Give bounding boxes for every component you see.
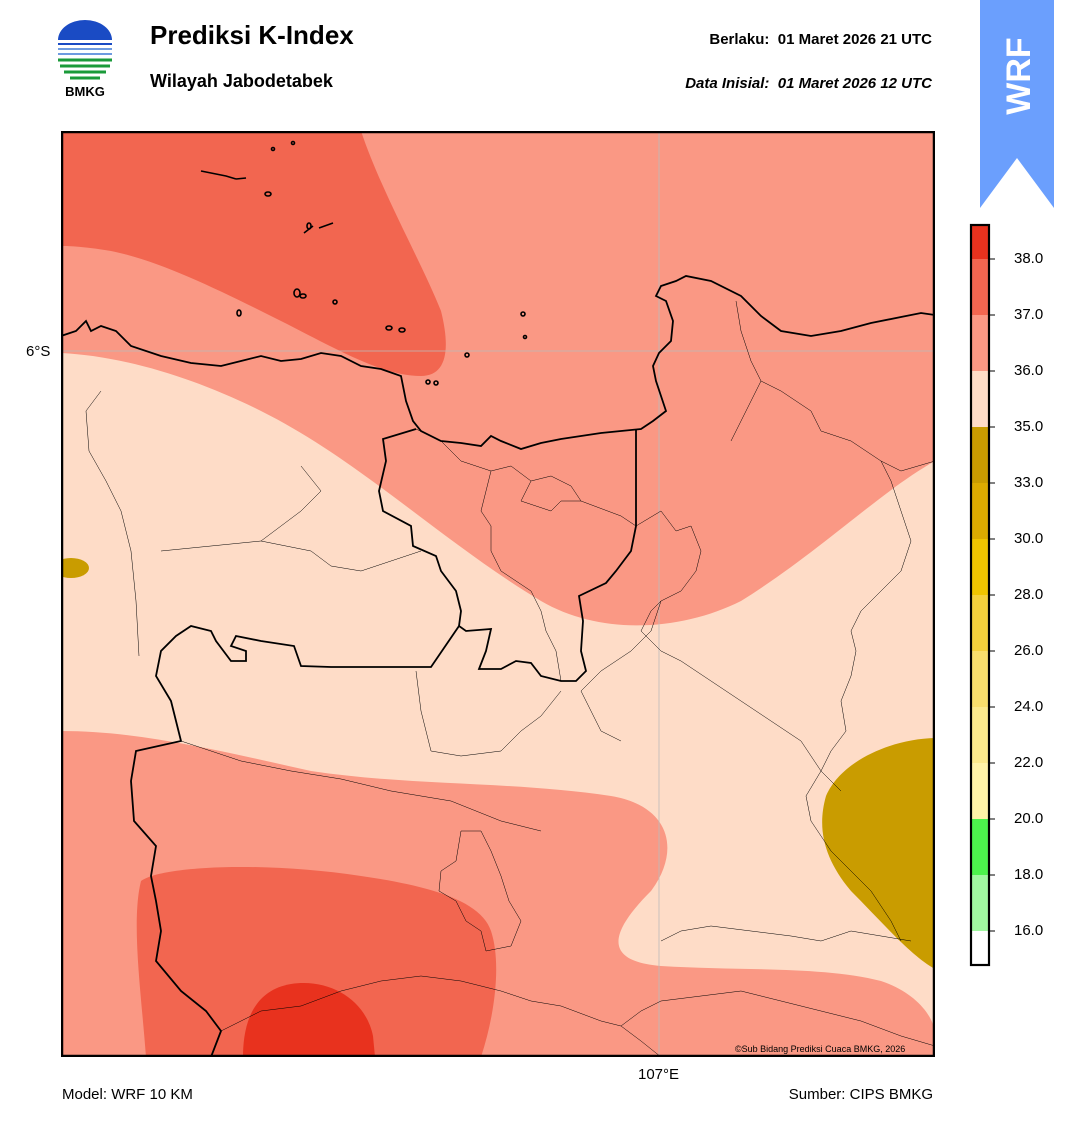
colorbar-tick-label: 24.0 (1014, 698, 1044, 715)
kindex-zone-33-35-east (822, 738, 935, 969)
colorbar-segment (971, 931, 989, 970)
thousand-islands (200, 140, 528, 386)
province-boundary-jakarta (378, 428, 637, 682)
kindex-zone-37-38-northwest (61, 131, 446, 376)
kindex-zone-33-35-west (61, 558, 89, 578)
colorbar-segment (971, 875, 989, 931)
colorbar-segment (971, 315, 989, 371)
colorbar-tick-label: 18.0 (1014, 866, 1044, 883)
wrf-ribbon-label: WRF (1000, 37, 1038, 114)
kindex-zone-36-37-small (651, 1045, 691, 1057)
initial-data-label: Data Inisial: (685, 75, 770, 92)
page-subtitle: Wilayah Jabodetabek (150, 71, 333, 91)
model-info: Model: WRF 10 KM (62, 1086, 193, 1103)
colorbar-segment (971, 259, 989, 315)
initial-data-time: Data Inisial: 01 Maret 2026 12 UTC (685, 75, 932, 92)
colorbar (969, 223, 995, 970)
coastline (61, 275, 935, 450)
longitude-label: 107°E (638, 1066, 680, 1083)
colorbar-tick-label: 22.0 (1014, 754, 1044, 771)
colorbar-segment (971, 539, 989, 595)
latitude-label: 6°S (26, 343, 51, 360)
wrf-text: WRF (1000, 37, 1038, 114)
colorbar-tick-label: 16.0 (1014, 922, 1044, 939)
colorbar-tick-label: 28.0 (1014, 586, 1044, 603)
colorbar-tick-label: 20.0 (1014, 810, 1044, 827)
valid-time-label: Berlaku: (709, 31, 770, 48)
kindex-zone-38-up (243, 983, 375, 1057)
colorbar-tick-label: 38.0 (1014, 250, 1044, 267)
colorbar-tick-label: 26.0 (1014, 642, 1044, 659)
logo-text: BMKG (65, 84, 105, 99)
colorbar-segment (971, 651, 989, 707)
colorbar-tick-label: 36.0 (1014, 362, 1044, 379)
colorbar-segment (971, 595, 989, 651)
colorbar-segment (971, 819, 989, 875)
colorbar-tick-label: 33.0 (1014, 474, 1044, 491)
province-boundary-banten (130, 625, 460, 1057)
copyright-note: ©Sub Bidang Prediksi Cuaca BMKG, 2026 (735, 1044, 905, 1054)
colorbar-tick-label: 37.0 (1014, 306, 1044, 323)
page-title: Prediksi K-Index (150, 20, 354, 50)
colorbar-tick-label: 30.0 (1014, 530, 1044, 547)
k-index-map: ©Sub Bidang Prediksi Cuaca BMKG, 2026 (61, 131, 935, 1057)
colorbar-segment (971, 483, 989, 539)
colorbar-segment (971, 763, 989, 819)
district-boundaries (85, 300, 935, 1057)
valid-time-value: 01 Maret 2026 21 UTC (777, 31, 932, 48)
source-info: Sumber: CIPS BMKG (788, 1086, 933, 1103)
colorbar-tick-label: 35.0 (1014, 418, 1044, 435)
wrf-ribbon-icon (980, 0, 1054, 208)
colorbar-segment (971, 427, 989, 483)
bmkg-logo-icon (50, 18, 120, 104)
kindex-zone-37-38-south (136, 866, 497, 1057)
colorbar-segment (971, 707, 989, 763)
initial-data-value: 01 Maret 2026 12 UTC (777, 75, 932, 92)
colorbar-segment (971, 225, 989, 259)
map-frame (61, 131, 935, 1057)
valid-time: Berlaku: 01 Maret 2026 21 UTC (709, 31, 932, 48)
colorbar-segment (971, 371, 989, 427)
